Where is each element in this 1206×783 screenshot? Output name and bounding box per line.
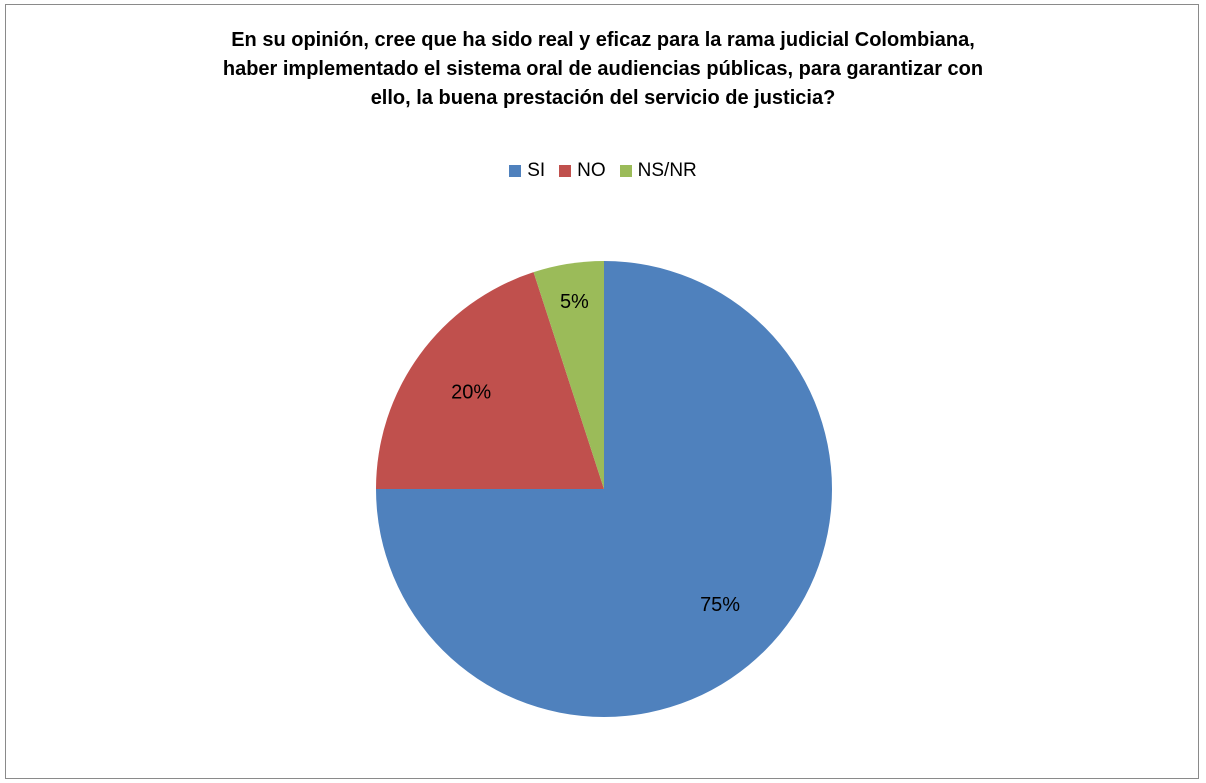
pie-slice-no bbox=[376, 272, 604, 489]
chart-title-line-2: haber implementado el sistema oral de au… bbox=[222, 58, 984, 80]
legend-item-no: NO bbox=[559, 160, 606, 182]
data-label-si: 75% bbox=[700, 594, 740, 616]
chart-title: En su opinión, cree que ha sido real y e… bbox=[0, 26, 1206, 113]
data-label-nsnr: 5% bbox=[560, 291, 589, 313]
chart-title-line-3: ello, la buena prestación del servicio d… bbox=[370, 87, 836, 109]
legend-item-nsnr: NS/NR bbox=[619, 160, 697, 182]
legend-label-nsnr: NS/NR bbox=[637, 160, 697, 181]
legend-swatch-nsnr bbox=[619, 165, 632, 177]
legend-swatch-si bbox=[509, 165, 522, 177]
chart-legend: SI NO NS/NR bbox=[0, 160, 1206, 182]
pie-slices bbox=[376, 261, 832, 717]
legend-swatch-no bbox=[559, 165, 572, 177]
pie-data-labels: 75% 20% 5% bbox=[451, 291, 740, 616]
pie-slice-nsnr bbox=[533, 261, 604, 489]
data-label-no: 20% bbox=[451, 382, 491, 404]
legend-label-no: NO bbox=[577, 160, 606, 181]
chart-title-line-1: En su opinión, cree que ha sido real y e… bbox=[231, 29, 975, 51]
legend-item-si: SI bbox=[509, 160, 545, 182]
legend-label-si: SI bbox=[527, 160, 546, 181]
